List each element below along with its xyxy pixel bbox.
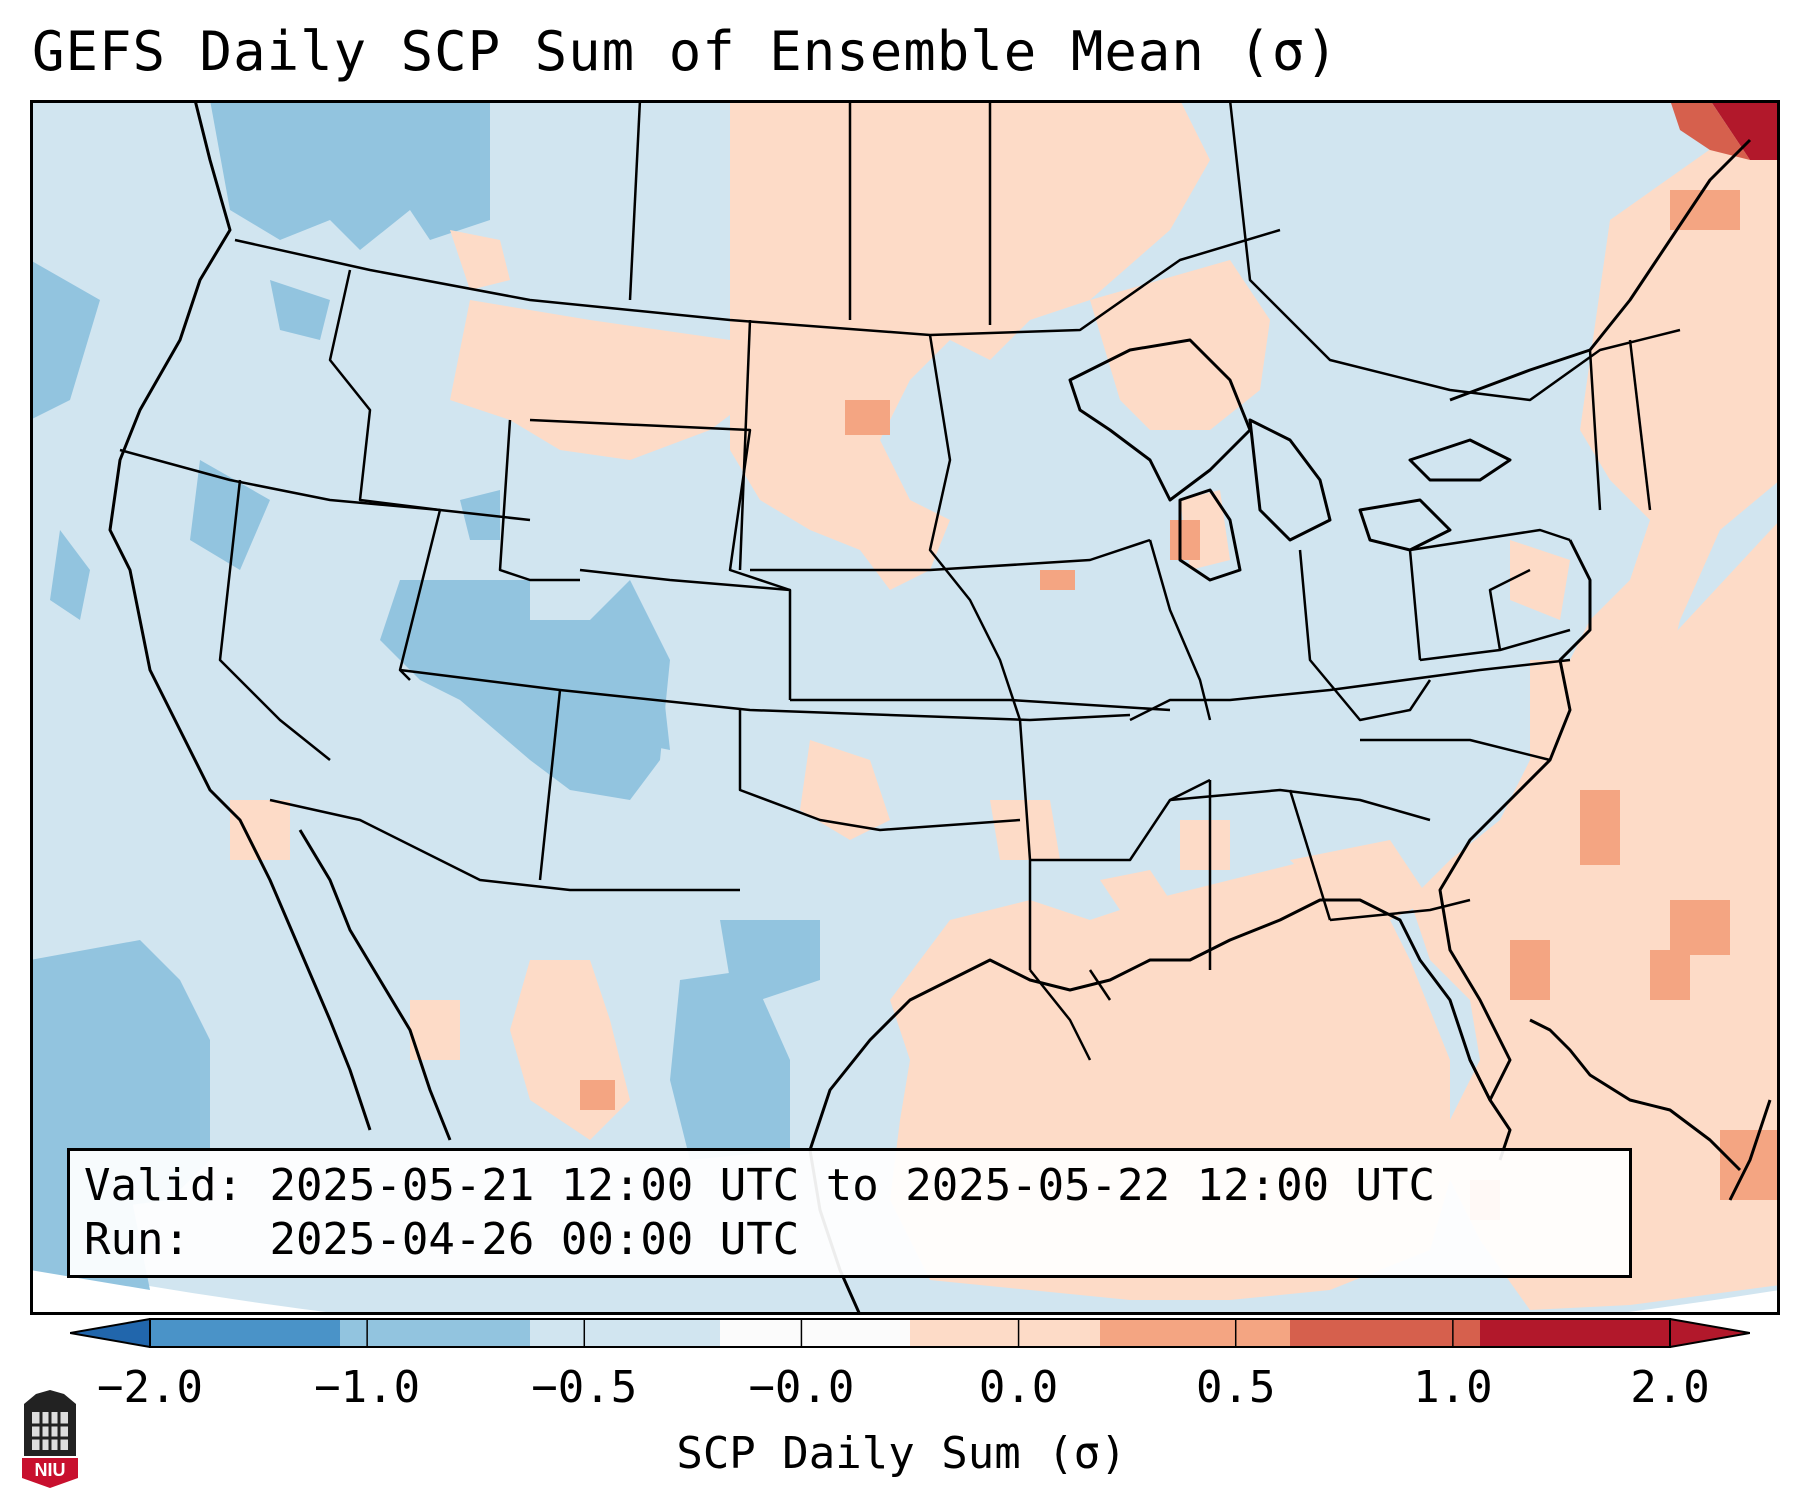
strong-positive-spot: [1710, 100, 1780, 160]
valid-run-info-box: Valid: 2025-05-21 12:00 UTC to 2025-05-2…: [67, 1148, 1632, 1278]
colorbar-label: SCP Daily Sum (σ): [676, 1428, 1127, 1479]
colorbar-segment: [1100, 1319, 1290, 1347]
map-panel: [30, 100, 1780, 1315]
svg-text:NIU: NIU: [35, 1460, 66, 1480]
colorbar-segment: [150, 1319, 340, 1347]
colorbar-segment: [340, 1319, 530, 1347]
map-border: [30, 100, 1780, 1315]
colorbar-tick-label: 1.0: [1413, 1362, 1493, 1413]
colorbar-tick-label: 0.5: [1195, 1362, 1276, 1413]
run-value: 2025-04-26 00:00 UTC: [269, 1214, 800, 1265]
niu-logo: NIU: [22, 1390, 78, 1488]
valid-value: 2025-05-21 12:00 UTC to 2025-05-22 12:00…: [269, 1160, 1436, 1211]
colorbar-segment: [1480, 1319, 1670, 1347]
colorbar-extend-low: [70, 1318, 151, 1348]
colorbar-segment: [1290, 1319, 1480, 1347]
colorbar-tick-label: 2.0: [1630, 1362, 1710, 1413]
colorbar-tick-label: −0.0: [748, 1362, 855, 1413]
run-label: Run:: [84, 1214, 190, 1265]
colorbar-segment: [720, 1319, 910, 1347]
map-canvas: [30, 100, 1780, 1315]
boundaries: [119, 100, 1681, 1061]
colorbar-tick-label: −2.0: [97, 1362, 203, 1413]
map-title: GEFS Daily SCP Sum of Ensemble Mean (σ): [32, 20, 1339, 83]
colorbar-tick-label: −0.5: [531, 1362, 638, 1413]
colorbar-extend-high: [1669, 1318, 1750, 1348]
colorbar-tick-label: −1.0: [314, 1362, 421, 1413]
colorbar: [70, 1318, 1750, 1348]
valid-label: Valid:: [84, 1160, 243, 1211]
coastlines: [108, 100, 1772, 1315]
colorbar-segment: [530, 1319, 720, 1347]
colorbar-tick-label: 0.0: [978, 1362, 1059, 1413]
colorbar-segment: [910, 1319, 1100, 1347]
